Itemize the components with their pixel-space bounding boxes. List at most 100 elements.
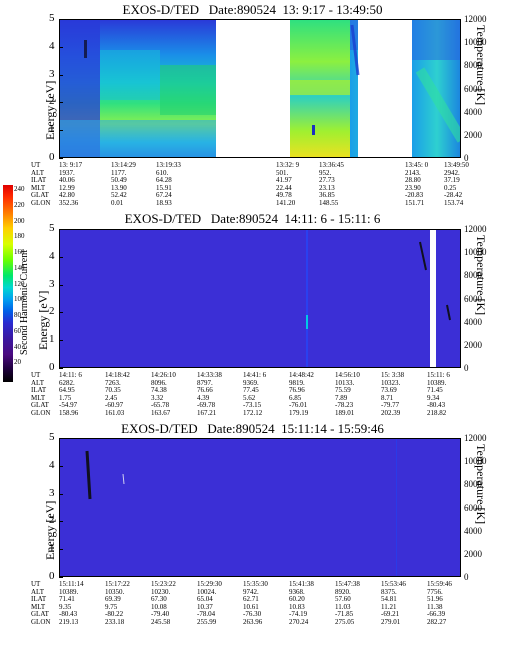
colorbar-tick-label: 140 xyxy=(14,263,25,272)
y-tick xyxy=(59,256,63,258)
y2-tick-label: 0 xyxy=(464,153,469,163)
y2-tick-label: 0 xyxy=(464,572,469,582)
y-tick xyxy=(59,368,63,369)
panel-2-heatmap xyxy=(60,230,460,367)
colorbar-tick-label: 60 xyxy=(14,326,21,335)
y-tick xyxy=(59,521,63,523)
y-tick-label: 1 xyxy=(49,542,55,555)
y-tick-label: 0 xyxy=(49,151,55,163)
y-tick-label: 4 xyxy=(49,249,55,262)
y-tick-label: 1 xyxy=(49,333,55,346)
y2-tick-label: 2000 xyxy=(464,548,482,559)
ephemeris-column: 14:18:42 7263. 70.35 2.45 -60.97 161.03 xyxy=(105,371,130,417)
ephemeris-column: 13: 9:17 1937. 40.06 12.99 42.80 352.36 xyxy=(59,161,83,207)
colorbar-tick-label: 120 xyxy=(14,279,25,288)
y2-tick-label: 6000 xyxy=(464,83,482,94)
y2-tick-label: 10000 xyxy=(464,247,487,258)
y2-tick-label: 2000 xyxy=(464,129,482,140)
ephemeris-column: 14:48:42 9819. 76.96 6.85 -76.01 179.19 xyxy=(289,371,314,417)
y-tick xyxy=(59,493,63,495)
colorbar-tick-label: 40 xyxy=(14,342,21,351)
y2-tick-label: 4000 xyxy=(464,106,482,117)
colorbar xyxy=(3,185,13,382)
y-tick xyxy=(59,130,63,132)
ephemeris-column: 15:23:22 10230. 67.30 10.08 -79.40 245.5… xyxy=(151,580,176,626)
y-tick xyxy=(59,577,63,578)
y2-tick-label: 4000 xyxy=(464,316,482,327)
ephemeris-labels: UT ALT ILAT MLT GLAT GLON xyxy=(31,580,51,626)
ephemeris-column: 15:47:38 8920. 57.60 11.03 -71.85 275.05 xyxy=(335,580,360,626)
panel-2-plot xyxy=(59,229,461,368)
y-tick-label: 0 xyxy=(49,570,55,582)
y2-tick-label: 6000 xyxy=(464,502,482,513)
y-tick xyxy=(59,340,63,342)
ephemeris-column: 15:29:30 10024. 65.04 10.37 -78.04 255.9… xyxy=(197,580,222,626)
y2-tick-label: 6000 xyxy=(464,293,482,304)
ephemeris-labels: UT ALT ILAT MLT GLAT GLON xyxy=(31,161,51,207)
ephemeris-column: 13:36:45 952. 27.73 23.13 36.85 148.55 xyxy=(319,161,344,207)
ephemeris-column: 13:19:33 610. 64.28 15.91 67.24 18.93 xyxy=(156,161,181,207)
y2-tick-label: 12000 xyxy=(464,433,487,443)
y-tick xyxy=(59,438,63,439)
colorbar-tick-label: 220 xyxy=(14,200,25,209)
y2-tick-label: 2000 xyxy=(464,339,482,350)
y2-tick-label: 0 xyxy=(464,363,469,373)
y-tick-label: 1 xyxy=(49,123,55,136)
y-tick-label: 0 xyxy=(49,361,55,373)
ephemeris-column: 15:41:38 9368. 60.20 10.83 -74.19 270.24 xyxy=(289,580,314,626)
colorbar-tick-label: 240 xyxy=(14,185,25,193)
y-tick xyxy=(59,74,63,76)
y2-tick-label: 12000 xyxy=(464,224,487,234)
ephemeris-column: 14:11: 6 6282. 64.95 1.75 -54.97 158.96 xyxy=(59,371,82,417)
y2-tick-label: 10000 xyxy=(464,456,487,467)
ephemeris-column: 15:11:14 10389. 71.41 9.35 -80.43 219.13 xyxy=(59,580,84,626)
panel-1-heatmap xyxy=(60,20,460,157)
colorbar-tick-label: 200 xyxy=(14,216,25,225)
y-tick xyxy=(59,229,63,230)
y-tick-label: 5 xyxy=(49,222,55,234)
y2-tick-label: 8000 xyxy=(464,270,482,281)
panel-1-plot xyxy=(59,19,461,158)
ephemeris-column: 13:14:29 1177. 50.49 13.90 52.42 0.01 xyxy=(111,161,136,207)
ephemeris-column: 15:59:46 7756. 51.96 11.38 -66.39 282.27 xyxy=(427,580,452,626)
ephemeris-column: 14:56:10 10133. 75.59 7.89 -78.23 189.01 xyxy=(335,371,360,417)
ephemeris-labels: UT ALT ILAT MLT GLAT GLON xyxy=(31,371,51,417)
colorbar-tick-label: 20 xyxy=(14,358,21,367)
panel-3-title: EXOS-D/TED Date:890524 15:11:14 - 15:59:… xyxy=(121,421,384,436)
ephemeris-column: 14:26:10 8096. 74.38 3.32 -65.78 163.67 xyxy=(151,371,176,417)
y-tick-label: 3 xyxy=(49,67,55,80)
ephemeris-column: 15: 3:38 10323. 73.69 8.71 -79.77 202.39 xyxy=(381,371,405,417)
ephemeris-column: 15:11: 6 10389. 71.45 9.34 -80.43 218.82 xyxy=(427,371,450,417)
ephemeris-column: 15:17:22 10350. 69.39 9.75 -80.22 233.18 xyxy=(105,580,130,626)
y-tick xyxy=(59,102,63,104)
y-tick-label: 4 xyxy=(49,39,55,52)
y2-tick-label: 8000 xyxy=(464,479,482,490)
y2-tick-label: 4000 xyxy=(464,525,482,536)
y-tick-label: 3 xyxy=(49,277,55,290)
ephemeris-column: 14:33:38 8797. 76.66 4.39 -69.78 167.21 xyxy=(197,371,222,417)
y-tick-label: 5 xyxy=(49,12,55,24)
panel-1-title: EXOS-D/TED Date:890524 13: 9:17 - 13:49:… xyxy=(122,2,383,17)
y-tick xyxy=(59,312,63,314)
y-tick-label: 5 xyxy=(49,431,55,443)
y2-tick-label: 10000 xyxy=(464,37,487,48)
y-tick-label: 3 xyxy=(49,486,55,499)
y-tick-label: 2 xyxy=(49,95,55,108)
panel-3-plot xyxy=(59,438,461,577)
y-tick xyxy=(59,465,63,467)
y-tick-label: 2 xyxy=(49,514,55,527)
y2-tick-label: 8000 xyxy=(464,60,482,71)
y2-tick-label: 12000 xyxy=(464,14,487,24)
colorbar-tick-label: 100 xyxy=(14,295,25,304)
colorbar-tick-label: 180 xyxy=(14,232,25,241)
colorbar-tick-label: 160 xyxy=(14,248,25,256)
y-tick xyxy=(59,284,63,286)
y-tick xyxy=(59,549,63,551)
ephemeris-column: 14:41: 6 9369. 77.45 5.62 -73.15 172.12 xyxy=(243,371,267,417)
y-tick xyxy=(59,158,63,159)
ephemeris-column: 15:35:30 9742. 62.71 10.61 -76.30 263.96 xyxy=(243,580,268,626)
ephemeris-column: 13:45: 0 2143. 28.80 23.90 -20.83 151.71 xyxy=(405,161,429,207)
y-tick xyxy=(59,46,63,48)
ephemeris-column: 15:53:46 8375. 54.81 11.21 -69.21 279.01 xyxy=(381,580,406,626)
panel-3-heatmap xyxy=(60,439,460,576)
